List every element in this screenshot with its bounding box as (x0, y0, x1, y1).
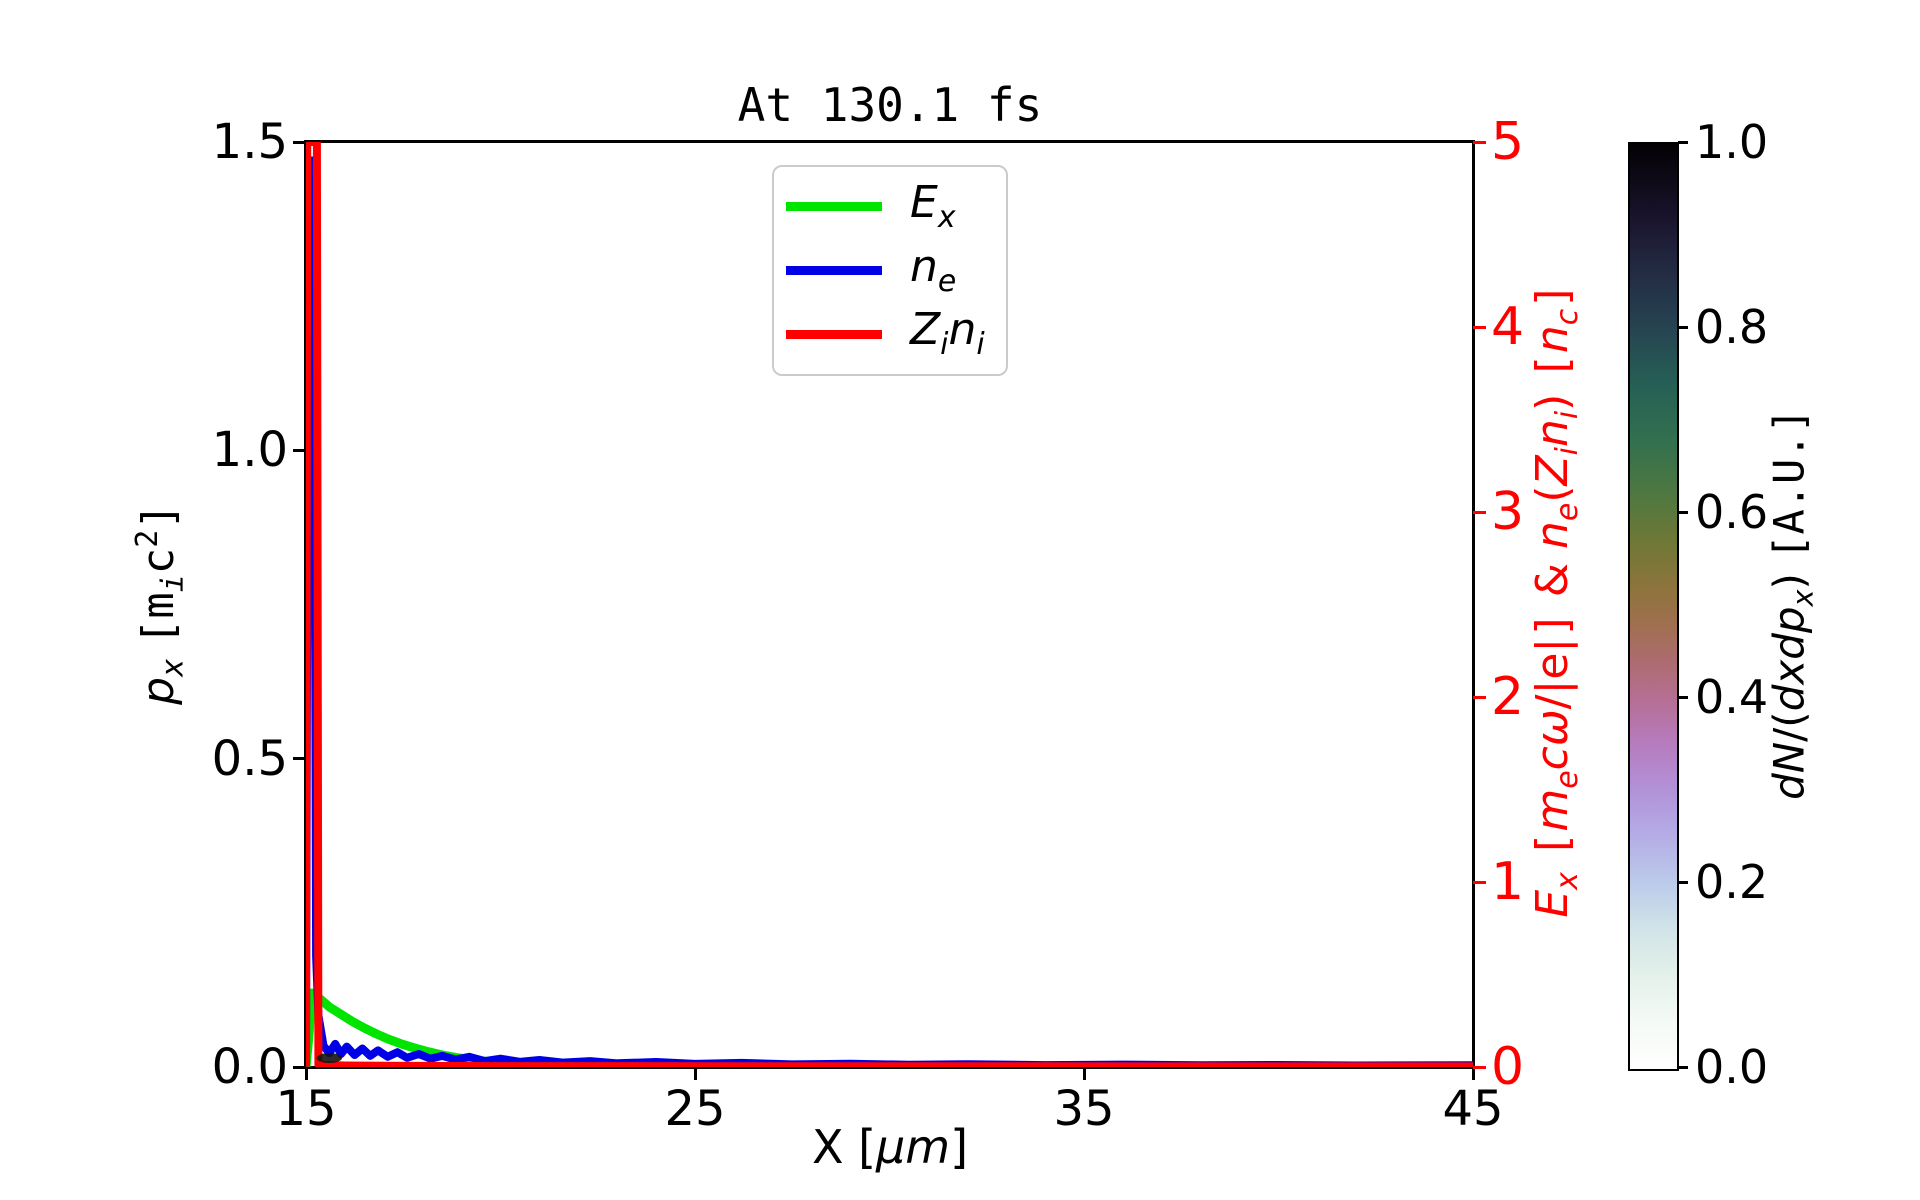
colorbar-tick-mark (1678, 325, 1688, 329)
colorbar-tick-mark (1678, 1065, 1688, 1069)
x-tick-mark (1082, 1067, 1086, 1080)
x-tick-label: 45 (1442, 1081, 1504, 1137)
legend-label: Ex (910, 176, 956, 235)
Zini-curve (306, 142, 1473, 1067)
x-tick-label: 25 (664, 1081, 726, 1137)
y-right-tick-mark (1473, 325, 1486, 329)
y-left-tick-label: 1.5 (211, 114, 288, 170)
y-right-tick-label: 2 (1491, 667, 1525, 727)
y-right-tick-label: 3 (1491, 482, 1525, 542)
chart-title: At 130.1 fs (737, 78, 1043, 132)
colorbar-tick-label: 0.6 (1695, 485, 1769, 539)
y-right-axis-label: Ex [mecω/|e|] & ne(Zini) [nc] (1527, 282, 1585, 918)
colorbar-tick-mark (1678, 880, 1688, 884)
legend-line-swatch (786, 265, 882, 275)
legend: Ex ne Zini (772, 165, 1008, 376)
colorbar-tick-mark (1678, 140, 1688, 144)
x-tick-mark (304, 1067, 308, 1080)
phase-space-density (316, 1053, 343, 1063)
y-left-tick-mark (293, 1065, 306, 1069)
colorbar-tick-label: 0.8 (1695, 300, 1769, 354)
y-right-tick-mark (1473, 695, 1486, 699)
y-right-tick-label: 0 (1491, 1037, 1525, 1097)
y-right-tick-label: 5 (1491, 112, 1525, 172)
x-tick-mark (693, 1067, 697, 1080)
y-right-tick-label: 1 (1491, 852, 1525, 912)
y-left-tick-label: 0.5 (211, 730, 288, 787)
x-axis-label: X [μm] (811, 1120, 969, 1174)
legend-item: ne (786, 240, 1006, 299)
y-right-tick-mark (1473, 880, 1486, 884)
y-left-axis-label: px [mic2] (129, 503, 191, 705)
plot-area (304, 140, 1475, 1069)
legend-line-swatch (786, 202, 882, 212)
y-right-tick-label: 4 (1491, 297, 1525, 357)
x-tick-label: 15 (275, 1081, 337, 1137)
x-tick-mark (1471, 1067, 1475, 1080)
legend-item: Ex (786, 176, 1006, 235)
colorbar-tick-label: 0.0 (1695, 1040, 1769, 1094)
legend-line-swatch (786, 329, 882, 339)
y-left-tick-label: 1.0 (211, 422, 288, 479)
colorbar-tick-label: 1.0 (1695, 115, 1769, 169)
y-right-tick-mark (1473, 510, 1486, 514)
colorbar-tick-mark (1678, 695, 1688, 699)
curves-canvas (306, 142, 1473, 1067)
x-tick-label: 35 (1053, 1081, 1115, 1137)
colorbar-tick-label: 0.4 (1695, 670, 1769, 724)
colorbar (1628, 142, 1679, 1071)
y-left-tick-label: 0.0 (211, 1039, 288, 1095)
legend-label: Zini (910, 304, 985, 363)
colorbar-tick-label: 0.2 (1695, 855, 1769, 909)
y-left-tick-mark (293, 448, 306, 452)
colorbar-label: dN/(dxdpx) [A.U.] (1764, 408, 1820, 800)
legend-item: Zini (786, 308, 1006, 360)
y-right-tick-mark (1473, 140, 1486, 144)
y-right-tick-mark (1473, 1065, 1486, 1069)
colorbar-tick-mark (1678, 510, 1688, 514)
legend-label: ne (910, 240, 957, 299)
colorbar-gradient (1630, 144, 1677, 1069)
y-left-tick-mark (293, 140, 306, 144)
y-left-tick-mark (293, 757, 306, 761)
